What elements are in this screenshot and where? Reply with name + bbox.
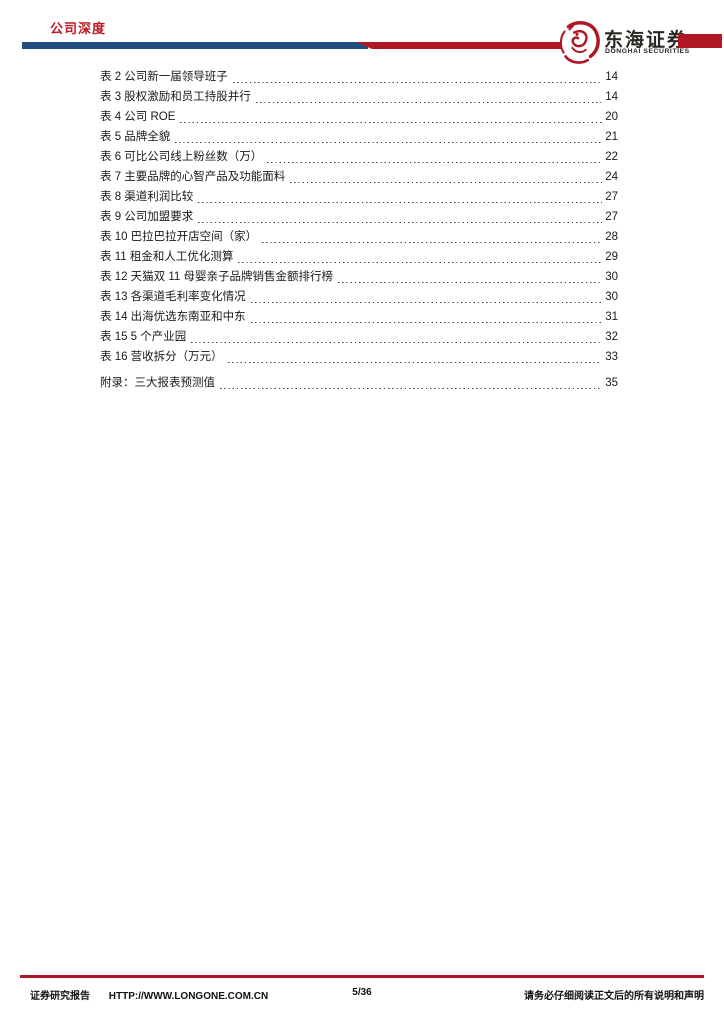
divider-red-segment [356,42,562,49]
toc-dot-leader [250,301,603,303]
toc-entry[interactable]: 表 13 各渠道毛利率变化情况 30 [100,287,618,307]
toc-dot-leader [250,321,603,323]
toc-entry-label: 表 10 巴拉巴拉开店空间（家） [100,231,258,243]
toc-entry-page-number: 27 [605,191,618,203]
toc-appendix-entry[interactable]: 附录：三大报表预测值 35 [100,373,618,393]
footer-page-indicator: 5/36 [352,987,372,998]
toc-entry-page-number: 27 [605,211,618,223]
toc-entry[interactable]: 表 6 可比公司线上粉丝数（万） 22 [100,147,618,167]
table-of-contents: 表 2 公司新一届领导班子 14 表 3 股权激励和员工持股并行 14 表 4 … [100,67,618,393]
toc-entry[interactable]: 表 5 品牌全貌 21 [100,127,618,147]
toc-entry-label: 表 3 股权激励和员工持股并行 [100,91,251,103]
toc-entry-label: 表 2 公司新一届领导班子 [100,71,228,83]
toc-entry-page-number: 31 [605,311,618,323]
dragon-emblem-icon [559,21,600,64]
toc-entry-page-number: 33 [605,351,618,363]
report-category-label: 公司深度 [50,21,107,36]
toc-dot-leader [238,261,603,263]
logo-name-chinese: 东海证券 [604,30,689,51]
toc-entry-label: 附录：三大报表预测值 [100,377,215,389]
toc-entry-page-number: 22 [605,151,618,163]
footer-disclaimer: 请务必仔细阅读正文后的所有说明和声明 [524,991,704,1002]
toc-dot-leader [290,181,603,183]
toc-dot-leader [255,101,603,103]
toc-entry[interactable]: 表 16 营收拆分（万元） 33 [100,347,618,367]
toc-entry[interactable]: 表 7 主要品牌的心智产品及功能面料 24 [100,167,618,187]
toc-entry-page-number: 29 [605,251,618,263]
toc-dot-leader [267,161,603,163]
toc-entry-page-number: 21 [605,131,618,143]
logo-name-english: DONGHAI SECURITIES [605,48,690,55]
toc-entry[interactable]: 表 3 股权激励和员工持股并行 14 [100,87,618,107]
toc-entry-page-number: 32 [605,331,618,343]
footer-left-group: 证券研究报告 HTTP://WWW.LONGONE.COM.CN [30,987,268,1002]
toc-entry-label: 表 11 租金和人工优化测算 [100,251,234,263]
toc-entry-page-number: 30 [605,271,618,283]
divider-blue-segment [22,42,368,49]
toc-entry-label: 表 8 渠道利润比较 [100,191,194,203]
toc-entry-page-number: 14 [605,91,618,103]
toc-dot-leader [220,387,603,389]
toc-entry-label: 表 14 出海优选东南亚和中东 [100,311,246,323]
header-divider [22,42,562,49]
toc-entry[interactable]: 表 11 租金和人工优化测算 29 [100,247,618,267]
toc-dot-leader [262,241,603,243]
toc-entry-page-number: 28 [605,231,618,243]
page-footer: 证券研究报告 HTTP://WWW.LONGONE.COM.CN 5/36 请务… [20,987,704,1003]
footer-company-url[interactable]: HTTP://WWW.LONGONE.COM.CN [108,991,269,1002]
toc-dot-leader [180,121,603,123]
toc-entry-page-number: 24 [605,171,618,183]
toc-dot-leader [227,361,603,363]
footer-report-type: 证券研究报告 [30,991,90,1002]
toc-entry[interactable]: 表 8 渠道利润比较 27 [100,187,618,207]
toc-entry-page-number: 35 [605,377,618,389]
toc-entry-label: 表 6 可比公司线上粉丝数（万） [100,151,263,163]
donghai-securities-logo: 东海证券 DONGHAI SECURITIES [556,14,724,68]
toc-entry-label: 表 5 品牌全貌 [100,131,171,143]
toc-entry-label: 表 4 公司 ROE [100,111,176,123]
toc-entry-label: 表 9 公司加盟要求 [100,211,194,223]
toc-entry-label: 表 7 主要品牌的心智产品及功能面料 [100,171,286,183]
toc-dot-leader [338,281,603,283]
toc-entry[interactable]: 表 4 公司 ROE 20 [100,107,618,127]
toc-entry-label: 表 12 天猫双 11 母婴亲子品牌销售金额排行榜 [100,271,334,283]
toc-entry-label: 表 15 5 个产业园 [100,331,187,343]
toc-entry[interactable]: 表 12 天猫双 11 母婴亲子品牌销售金额排行榜 30 [100,267,618,287]
logo-red-bar [678,34,722,48]
toc-dot-leader [198,221,603,223]
toc-entry[interactable]: 表 14 出海优选东南亚和中东 31 [100,307,618,327]
toc-entry-label: 表 16 营收拆分（万元） [100,351,223,363]
toc-dot-leader [175,141,603,143]
toc-dot-leader [232,81,603,83]
toc-dot-leader [198,201,603,203]
toc-entry-page-number: 20 [605,111,618,123]
toc-entry-page-number: 30 [605,291,618,303]
toc-entry[interactable]: 表 2 公司新一届领导班子 14 [100,67,618,87]
footer-divider-line [20,975,704,978]
toc-entry[interactable]: 表 9 公司加盟要求 27 [100,207,618,227]
toc-entry-label: 表 13 各渠道毛利率变化情况 [100,291,246,303]
toc-dot-leader [191,341,603,343]
toc-entry[interactable]: 表 10 巴拉巴拉开店空间（家） 28 [100,227,618,247]
toc-entry-page-number: 14 [605,71,618,83]
toc-entry[interactable]: 表 15 5 个产业园 32 [100,327,618,347]
